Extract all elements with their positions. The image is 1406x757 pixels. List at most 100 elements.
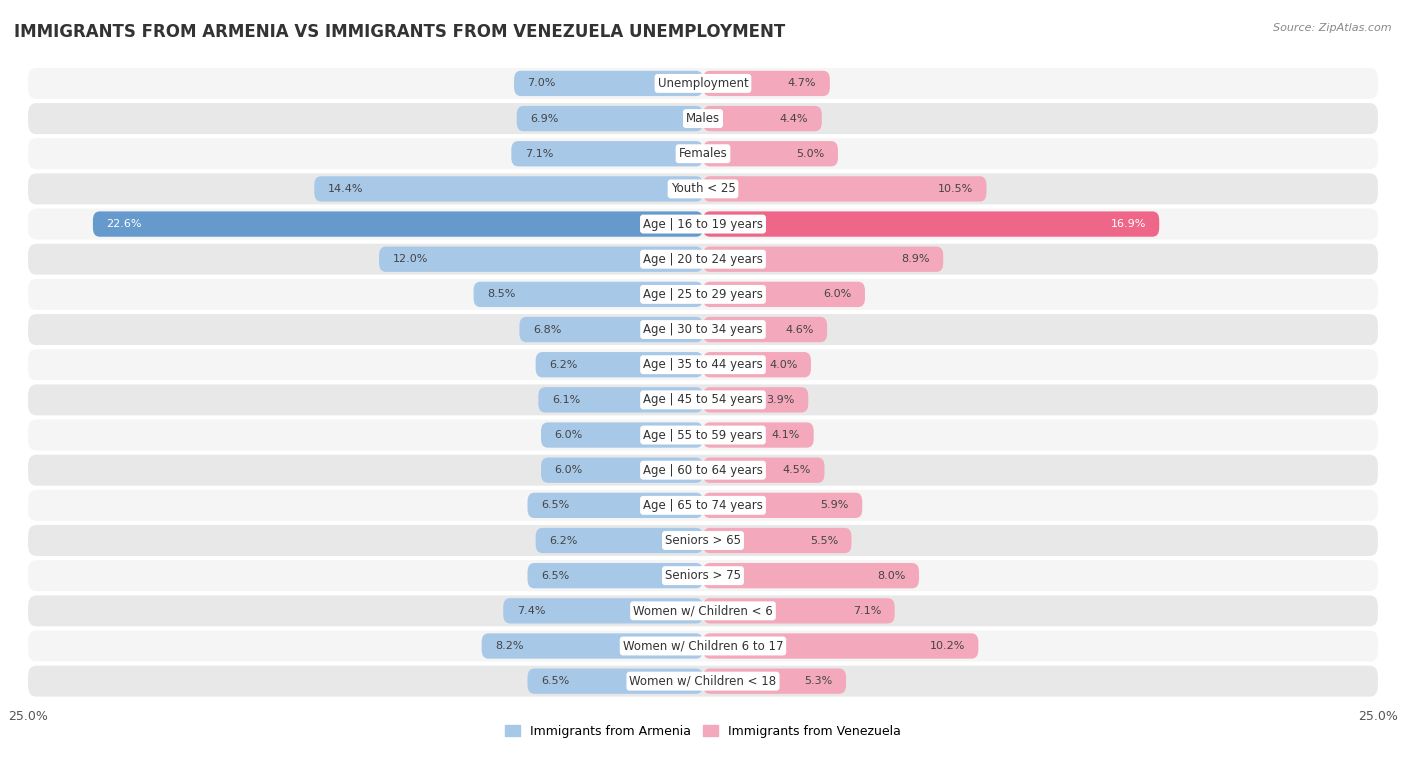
Text: 5.0%: 5.0% bbox=[796, 148, 824, 159]
FancyBboxPatch shape bbox=[541, 457, 703, 483]
Text: 4.4%: 4.4% bbox=[780, 114, 808, 123]
FancyBboxPatch shape bbox=[28, 631, 1378, 662]
FancyBboxPatch shape bbox=[28, 490, 1378, 521]
Text: 4.7%: 4.7% bbox=[787, 79, 817, 89]
FancyBboxPatch shape bbox=[703, 282, 865, 307]
FancyBboxPatch shape bbox=[28, 525, 1378, 556]
FancyBboxPatch shape bbox=[541, 422, 703, 447]
FancyBboxPatch shape bbox=[703, 563, 920, 588]
Text: 10.2%: 10.2% bbox=[929, 641, 965, 651]
FancyBboxPatch shape bbox=[527, 493, 703, 518]
Text: Age | 45 to 54 years: Age | 45 to 54 years bbox=[643, 394, 763, 407]
FancyBboxPatch shape bbox=[703, 352, 811, 377]
Text: 22.6%: 22.6% bbox=[107, 219, 142, 229]
Text: Age | 25 to 29 years: Age | 25 to 29 years bbox=[643, 288, 763, 301]
Text: Seniors > 75: Seniors > 75 bbox=[665, 569, 741, 582]
Text: 6.1%: 6.1% bbox=[551, 395, 581, 405]
Text: 7.4%: 7.4% bbox=[517, 606, 546, 616]
FancyBboxPatch shape bbox=[703, 388, 808, 413]
Text: 7.1%: 7.1% bbox=[853, 606, 882, 616]
Text: Age | 30 to 34 years: Age | 30 to 34 years bbox=[643, 323, 763, 336]
FancyBboxPatch shape bbox=[703, 141, 838, 167]
Text: 4.5%: 4.5% bbox=[783, 466, 811, 475]
Text: 6.9%: 6.9% bbox=[530, 114, 558, 123]
FancyBboxPatch shape bbox=[703, 176, 987, 201]
FancyBboxPatch shape bbox=[28, 139, 1378, 170]
Text: 6.8%: 6.8% bbox=[533, 325, 561, 335]
Text: 7.0%: 7.0% bbox=[527, 79, 555, 89]
FancyBboxPatch shape bbox=[380, 247, 703, 272]
Text: Unemployment: Unemployment bbox=[658, 77, 748, 90]
Text: 6.2%: 6.2% bbox=[550, 360, 578, 369]
FancyBboxPatch shape bbox=[703, 106, 821, 131]
Text: Age | 55 to 59 years: Age | 55 to 59 years bbox=[643, 428, 763, 441]
FancyBboxPatch shape bbox=[703, 493, 862, 518]
FancyBboxPatch shape bbox=[703, 211, 1159, 237]
FancyBboxPatch shape bbox=[538, 388, 703, 413]
FancyBboxPatch shape bbox=[28, 665, 1378, 696]
Text: Seniors > 65: Seniors > 65 bbox=[665, 534, 741, 547]
FancyBboxPatch shape bbox=[515, 70, 703, 96]
Text: 6.5%: 6.5% bbox=[541, 571, 569, 581]
FancyBboxPatch shape bbox=[512, 141, 703, 167]
Text: Age | 65 to 74 years: Age | 65 to 74 years bbox=[643, 499, 763, 512]
Text: 8.0%: 8.0% bbox=[877, 571, 905, 581]
Text: Women w/ Children < 18: Women w/ Children < 18 bbox=[630, 674, 776, 687]
Text: 6.0%: 6.0% bbox=[554, 430, 582, 440]
FancyBboxPatch shape bbox=[28, 595, 1378, 626]
FancyBboxPatch shape bbox=[536, 528, 703, 553]
Text: 5.3%: 5.3% bbox=[804, 676, 832, 686]
Text: 7.1%: 7.1% bbox=[524, 148, 553, 159]
FancyBboxPatch shape bbox=[527, 563, 703, 588]
FancyBboxPatch shape bbox=[28, 279, 1378, 310]
FancyBboxPatch shape bbox=[527, 668, 703, 694]
Legend: Immigrants from Armenia, Immigrants from Venezuela: Immigrants from Armenia, Immigrants from… bbox=[499, 720, 907, 743]
FancyBboxPatch shape bbox=[28, 419, 1378, 450]
Text: 6.5%: 6.5% bbox=[541, 676, 569, 686]
Text: 5.5%: 5.5% bbox=[810, 535, 838, 546]
FancyBboxPatch shape bbox=[28, 209, 1378, 239]
FancyBboxPatch shape bbox=[28, 385, 1378, 416]
Text: 8.9%: 8.9% bbox=[901, 254, 929, 264]
FancyBboxPatch shape bbox=[28, 455, 1378, 486]
FancyBboxPatch shape bbox=[474, 282, 703, 307]
FancyBboxPatch shape bbox=[28, 68, 1378, 99]
Text: Source: ZipAtlas.com: Source: ZipAtlas.com bbox=[1274, 23, 1392, 33]
Text: Females: Females bbox=[679, 148, 727, 160]
FancyBboxPatch shape bbox=[703, 598, 894, 624]
FancyBboxPatch shape bbox=[703, 422, 814, 447]
Text: Youth < 25: Youth < 25 bbox=[671, 182, 735, 195]
Text: 10.5%: 10.5% bbox=[938, 184, 973, 194]
FancyBboxPatch shape bbox=[28, 173, 1378, 204]
FancyBboxPatch shape bbox=[703, 457, 824, 483]
FancyBboxPatch shape bbox=[703, 247, 943, 272]
Text: IMMIGRANTS FROM ARMENIA VS IMMIGRANTS FROM VENEZUELA UNEMPLOYMENT: IMMIGRANTS FROM ARMENIA VS IMMIGRANTS FR… bbox=[14, 23, 786, 41]
Text: Age | 60 to 64 years: Age | 60 to 64 years bbox=[643, 464, 763, 477]
Text: 8.5%: 8.5% bbox=[486, 289, 516, 299]
Text: 6.5%: 6.5% bbox=[541, 500, 569, 510]
Text: Age | 16 to 19 years: Age | 16 to 19 years bbox=[643, 217, 763, 231]
Text: Age | 35 to 44 years: Age | 35 to 44 years bbox=[643, 358, 763, 371]
FancyBboxPatch shape bbox=[28, 314, 1378, 345]
FancyBboxPatch shape bbox=[517, 106, 703, 131]
FancyBboxPatch shape bbox=[28, 349, 1378, 380]
FancyBboxPatch shape bbox=[482, 634, 703, 659]
FancyBboxPatch shape bbox=[503, 598, 703, 624]
Text: 4.0%: 4.0% bbox=[769, 360, 797, 369]
Text: Women w/ Children < 6: Women w/ Children < 6 bbox=[633, 604, 773, 617]
FancyBboxPatch shape bbox=[315, 176, 703, 201]
Text: 6.0%: 6.0% bbox=[554, 466, 582, 475]
FancyBboxPatch shape bbox=[28, 244, 1378, 275]
FancyBboxPatch shape bbox=[519, 317, 703, 342]
Text: Age | 20 to 24 years: Age | 20 to 24 years bbox=[643, 253, 763, 266]
FancyBboxPatch shape bbox=[28, 560, 1378, 591]
Text: 14.4%: 14.4% bbox=[328, 184, 363, 194]
Text: 4.1%: 4.1% bbox=[772, 430, 800, 440]
FancyBboxPatch shape bbox=[703, 668, 846, 694]
Text: 6.2%: 6.2% bbox=[550, 535, 578, 546]
Text: 16.9%: 16.9% bbox=[1111, 219, 1146, 229]
Text: 12.0%: 12.0% bbox=[392, 254, 427, 264]
Text: 3.9%: 3.9% bbox=[766, 395, 794, 405]
FancyBboxPatch shape bbox=[703, 70, 830, 96]
Text: 5.9%: 5.9% bbox=[820, 500, 849, 510]
